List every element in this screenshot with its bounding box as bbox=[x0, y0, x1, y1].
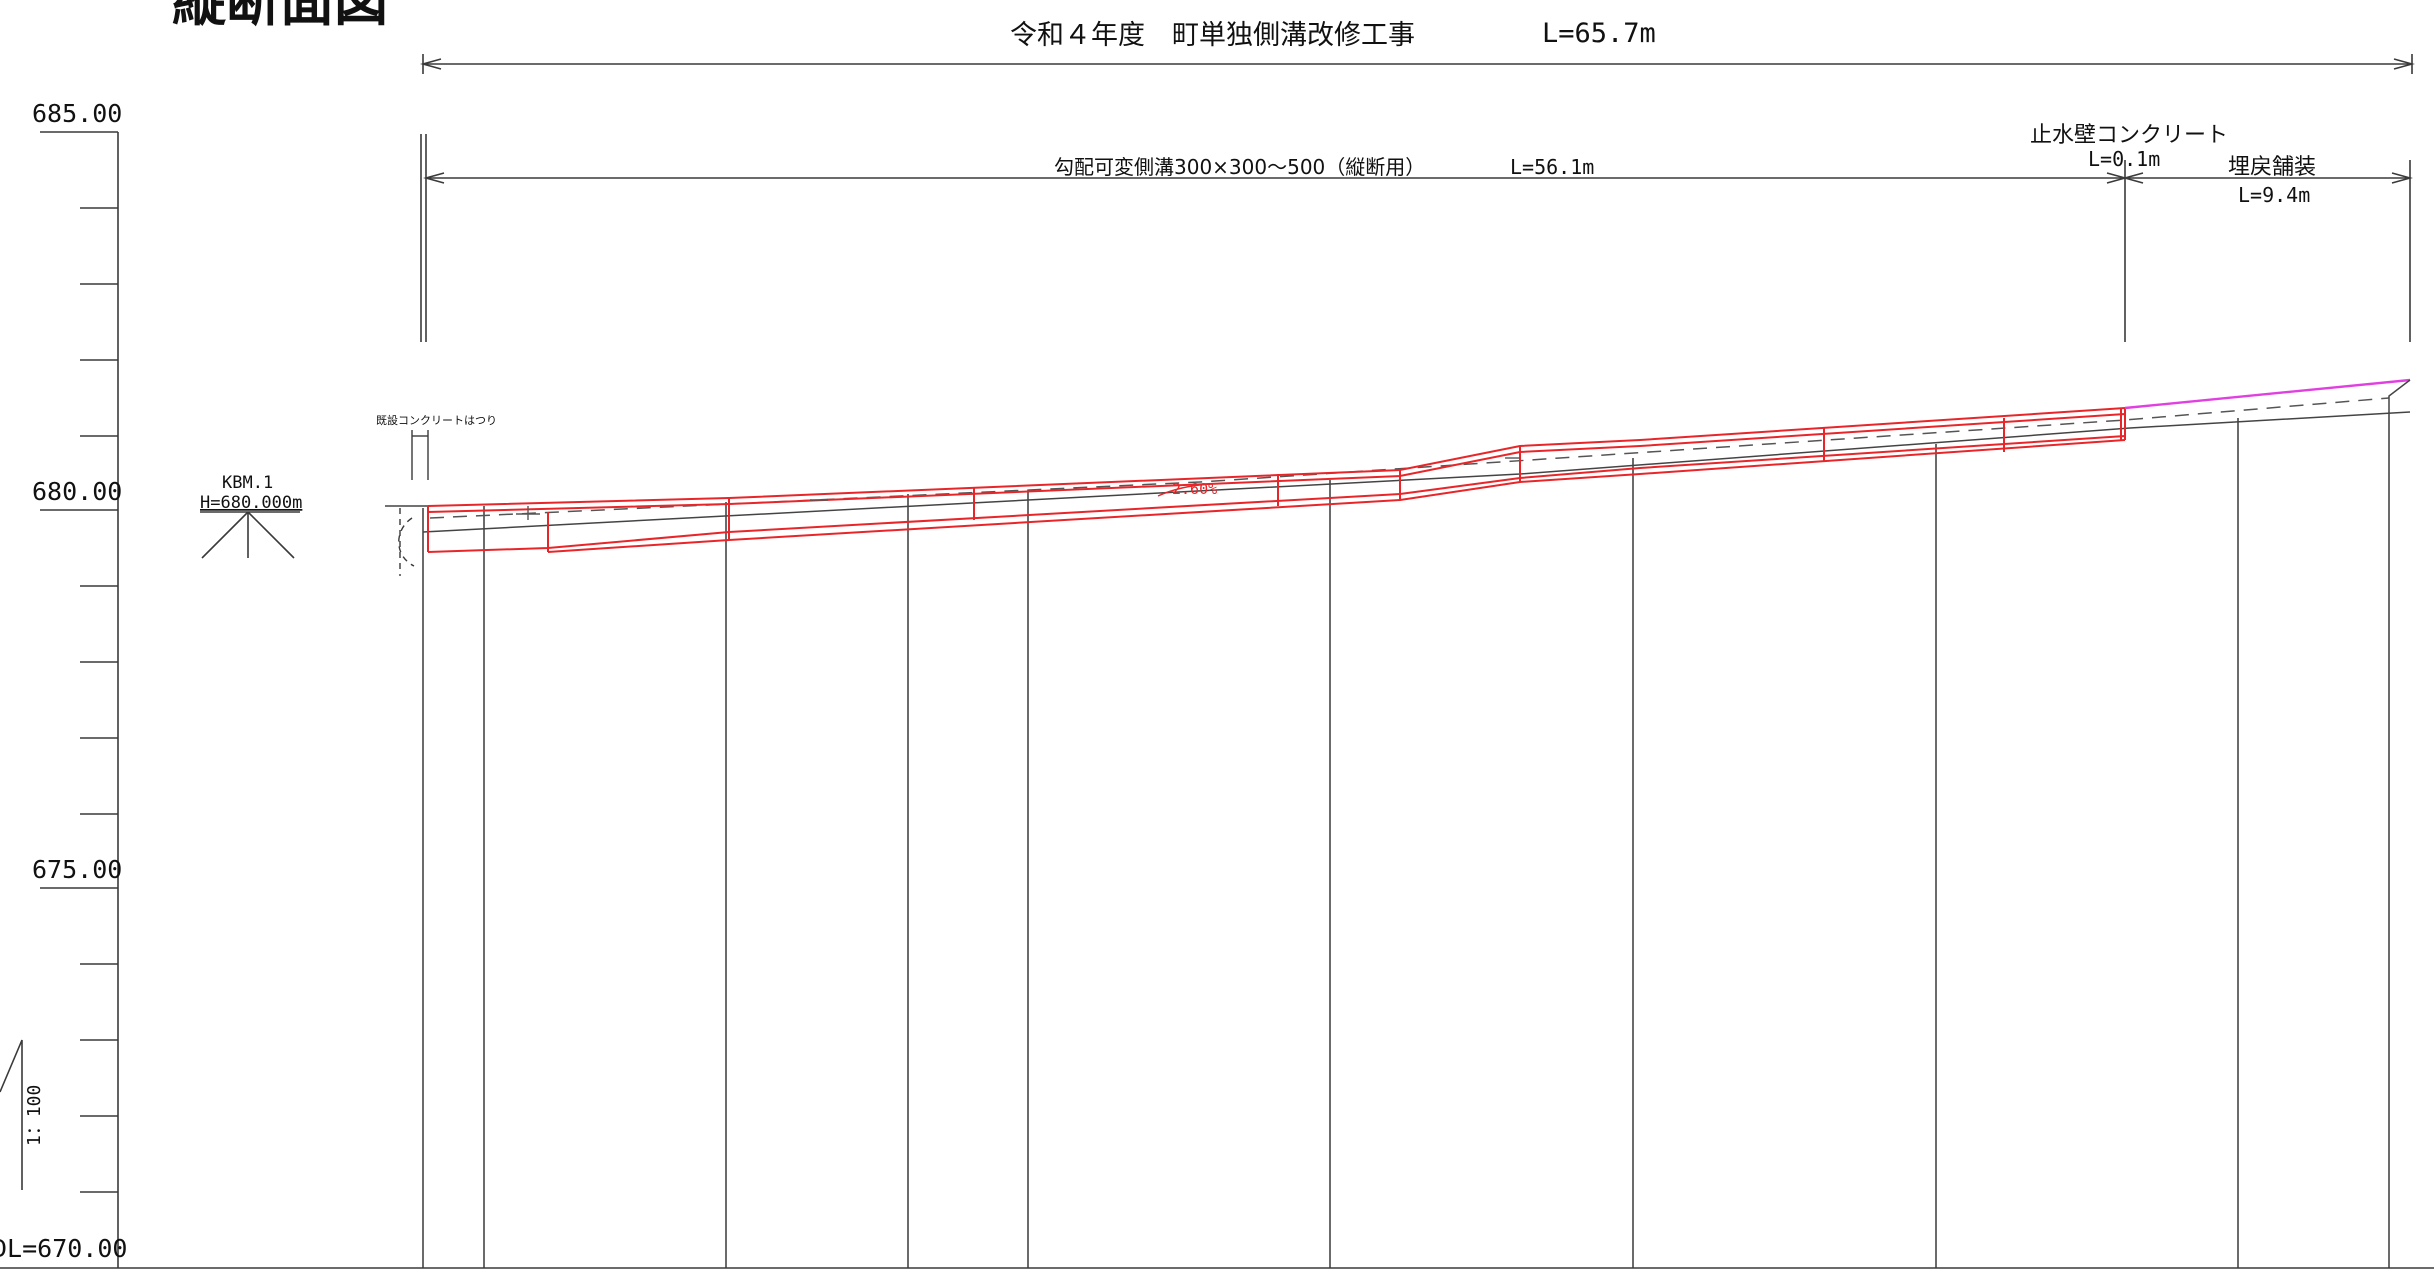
backfill-paving-label: 埋戻舗装 bbox=[2228, 155, 2316, 180]
ditch-structure bbox=[427, 407, 2126, 553]
scale-label: 1：100 bbox=[24, 1085, 45, 1146]
project-title: 令和４年度 町単独側溝改修工事 bbox=[1010, 20, 1415, 51]
cutoff-wall-label: 止水壁コンクリート bbox=[2030, 123, 2228, 148]
station-lines bbox=[422, 412, 2390, 1268]
ditch-small-marks bbox=[516, 457, 1520, 520]
existing-concrete-label: 既設コンクリートはつり bbox=[376, 413, 497, 427]
elevation-tick-680: 680.00 bbox=[32, 477, 122, 506]
benchmark-name: KBM.1 bbox=[222, 473, 273, 493]
project-length: L=65.7m bbox=[1542, 18, 1656, 49]
datum-label: DL=670.00 bbox=[0, 1234, 127, 1263]
scale-indicator: 1：100 bbox=[0, 1039, 45, 1190]
planned-gradient-line bbox=[429, 397, 2390, 519]
segment-dimension-line bbox=[420, 134, 2413, 342]
existing-ground-line bbox=[385, 411, 2411, 533]
overall-dimension-line bbox=[420, 54, 2415, 74]
ditch-length: L=56.1m bbox=[1510, 155, 1594, 179]
ditch-label: 勾配可変側溝300×300～500（縦断用） bbox=[1054, 155, 1425, 179]
gradient-label: 2.60% bbox=[1172, 480, 1217, 498]
existing-concrete-marker bbox=[398, 430, 429, 576]
benchmark-symbol bbox=[200, 511, 300, 559]
elevation-tick-685: 685.00 bbox=[32, 99, 122, 128]
elevation-tick-675: 675.00 bbox=[32, 855, 122, 884]
paving-end bbox=[2388, 379, 2411, 412]
drawing-title: 縦断面図 bbox=[172, 0, 388, 33]
elevation-axis bbox=[0, 131, 2434, 1269]
backfill-paving-length: L=9.4m bbox=[2238, 183, 2310, 207]
cutoff-wall-length: L=0.1m bbox=[2088, 147, 2160, 171]
benchmark-height: H=680.000m bbox=[200, 493, 302, 513]
gradient-annotation: 2.60% bbox=[1157, 480, 1217, 498]
backfill-paving-surface bbox=[2124, 378, 2411, 410]
